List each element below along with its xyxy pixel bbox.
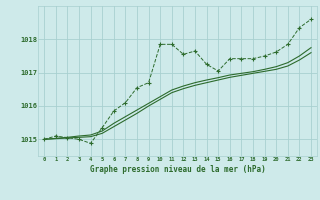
X-axis label: Graphe pression niveau de la mer (hPa): Graphe pression niveau de la mer (hPa) [90,165,266,174]
